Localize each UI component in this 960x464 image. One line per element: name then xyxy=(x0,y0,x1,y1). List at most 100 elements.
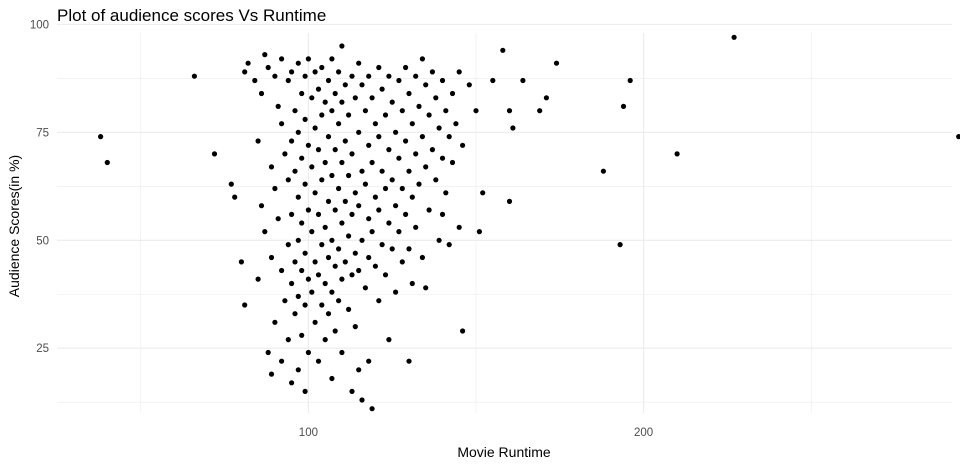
y-tick-label: 100 xyxy=(30,19,49,31)
data-point xyxy=(329,56,335,62)
data-point xyxy=(292,108,298,114)
data-point xyxy=(376,134,382,140)
data-point xyxy=(456,69,462,75)
data-point xyxy=(359,82,365,88)
data-point xyxy=(336,185,342,192)
data-point xyxy=(329,172,335,179)
y-tick-label: 50 xyxy=(36,235,49,247)
data-point xyxy=(268,254,275,261)
data-point xyxy=(352,324,358,330)
data-point xyxy=(396,155,402,161)
data-point xyxy=(382,185,389,192)
data-point xyxy=(359,397,365,403)
data-points xyxy=(98,34,960,412)
data-point xyxy=(211,151,218,157)
data-point xyxy=(285,77,291,84)
data-point xyxy=(228,181,234,187)
data-point xyxy=(268,164,275,170)
data-point xyxy=(295,293,301,299)
x-tick-label: 200 xyxy=(634,427,653,439)
data-point xyxy=(403,64,409,71)
data-point xyxy=(295,367,301,373)
data-point xyxy=(433,95,439,101)
data-point xyxy=(352,250,358,256)
data-point xyxy=(285,337,291,343)
y-tick-label: 25 xyxy=(36,343,49,355)
data-point xyxy=(339,99,345,105)
data-point xyxy=(319,177,325,183)
data-point xyxy=(362,285,368,291)
data-point xyxy=(449,90,456,97)
data-point xyxy=(325,134,332,140)
data-point xyxy=(272,73,278,79)
data-point xyxy=(416,103,422,109)
data-point xyxy=(292,311,298,317)
y-axis-ticks: 25 50 75 100 xyxy=(30,19,49,355)
data-point xyxy=(295,237,301,243)
data-point xyxy=(329,375,335,382)
data-point xyxy=(336,246,342,252)
data-point xyxy=(349,272,355,278)
data-point xyxy=(299,267,305,274)
data-point xyxy=(329,237,335,243)
data-point xyxy=(369,95,375,101)
data-point xyxy=(245,60,251,66)
data-point xyxy=(399,259,405,265)
data-point xyxy=(332,207,338,213)
data-point xyxy=(460,142,466,148)
data-point xyxy=(279,56,285,62)
data-point xyxy=(329,108,335,114)
data-point xyxy=(406,168,412,174)
data-point xyxy=(252,77,258,84)
data-point xyxy=(372,263,378,269)
data-point xyxy=(537,108,543,114)
data-point xyxy=(403,211,409,217)
data-point xyxy=(302,388,308,394)
data-point xyxy=(104,159,110,166)
data-point xyxy=(386,220,392,226)
data-point xyxy=(674,151,680,157)
data-point xyxy=(255,138,261,144)
data-point xyxy=(359,168,365,174)
data-point xyxy=(366,254,372,261)
data-point xyxy=(302,116,308,122)
data-point xyxy=(289,69,295,75)
data-point xyxy=(439,211,446,217)
data-point xyxy=(295,129,301,135)
data-point xyxy=(369,159,375,166)
data-point xyxy=(406,90,412,97)
data-point xyxy=(279,358,285,364)
data-point xyxy=(349,388,355,394)
data-point xyxy=(309,289,315,295)
data-point xyxy=(242,69,248,75)
data-point xyxy=(409,280,415,287)
data-point xyxy=(356,129,362,135)
data-point xyxy=(439,77,446,84)
data-point xyxy=(258,90,265,97)
data-point xyxy=(295,194,301,200)
data-point xyxy=(399,185,405,192)
data-point xyxy=(191,73,197,79)
data-point xyxy=(289,380,295,386)
data-point xyxy=(490,77,496,84)
data-point xyxy=(339,159,345,166)
data-point xyxy=(439,155,446,161)
data-point xyxy=(302,250,308,256)
data-point xyxy=(423,164,429,170)
data-point xyxy=(322,159,328,166)
data-point xyxy=(379,86,385,92)
data-point xyxy=(315,147,322,153)
data-point xyxy=(443,108,449,114)
data-point xyxy=(349,73,355,79)
data-point xyxy=(302,181,308,187)
data-point xyxy=(416,181,422,187)
data-point xyxy=(480,190,486,196)
data-point xyxy=(476,229,482,235)
data-point xyxy=(366,73,372,79)
data-point xyxy=(312,190,318,196)
data-point xyxy=(436,237,442,243)
data-point xyxy=(409,194,415,200)
data-point xyxy=(409,121,415,127)
data-point xyxy=(389,246,395,252)
